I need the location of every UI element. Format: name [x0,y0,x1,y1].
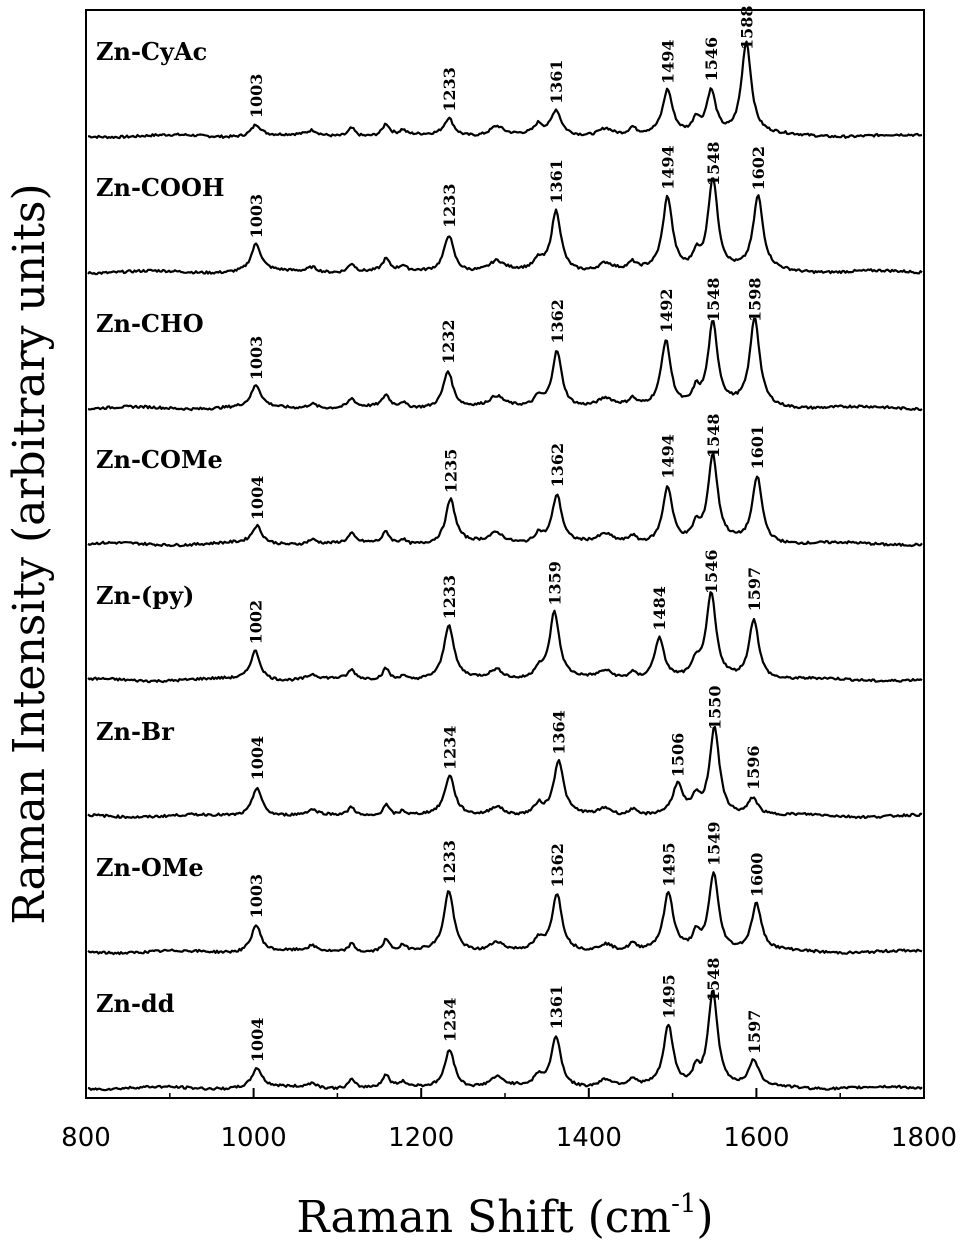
x-tick-label: 1000 [221,1123,287,1153]
x-tick-label: 1800 [891,1123,957,1153]
x-tick-label: 1200 [388,1123,454,1153]
x-tick-label: 1400 [556,1123,622,1153]
peak-label: 1597 [745,1010,764,1055]
peak-label: 1232 [439,319,458,364]
peak-label: 1484 [650,586,669,631]
spectrum-group: Zn-(py) 1002 1233 1359 1484 1546 1597 [87,549,923,684]
peak-label: 1546 [702,549,721,594]
spectrum-group: Zn-Br 1004 1234 1364 1506 1550 1596 [87,685,923,820]
spectrum-line [87,989,923,1092]
spectrum-line [87,725,923,820]
x-axis-label-sup: -1 [671,1189,696,1219]
peak-label: 1494 [659,145,678,190]
sample-label: Zn-CyAc [96,37,207,66]
peak-label: 1364 [550,710,569,755]
spectrum-group: Zn-OMe 1003 1233 1362 1495 1549 1600 [87,821,923,956]
peak-label: 1359 [545,561,564,606]
peak-label: 1235 [442,449,461,494]
peak-label: 1004 [248,1018,267,1063]
sample-label: Zn-OMe [96,853,204,882]
spectrum-group: Zn-dd 1004 1234 1361 1495 1548 1597 [87,957,923,1092]
spectrum-line [87,317,923,412]
peak-label: 1546 [702,37,721,82]
peak-label: 1004 [248,736,267,781]
peak-label: 1548 [704,413,723,458]
sample-label: Zn-(py) [96,581,194,610]
sample-label: Zn-COOH [96,173,225,202]
peak-label: 1588 [737,5,756,50]
peak-label: 1602 [749,146,768,191]
peak-label: 1003 [247,336,266,381]
peak-label: 1549 [705,821,724,866]
peak-label: 1361 [547,159,566,204]
peak-label: 1494 [659,39,678,84]
x-axis-label: Raman Shift (cm-1) [296,1189,713,1243]
peak-label: 1362 [548,443,567,488]
peak-label: 1598 [746,277,765,322]
sample-label: Zn-COMe [96,445,223,474]
peak-label: 1492 [657,288,676,333]
peak-label: 1362 [548,299,567,344]
peak-label: 1362 [548,843,567,888]
sample-label: Zn-CHO [96,309,204,338]
spectrum-group: Zn-CHO 1003 1232 1362 1492 1548 1598 [87,277,923,412]
peak-label: 1548 [704,957,723,1002]
spectra-traces: Zn-CyAc 1003 1233 1361 1494 1546 1588 Zn-COOH 10… [87,5,923,1092]
peak-label: 1601 [748,425,767,470]
x-axis-ticks: 800 1000 1200 1400 1600 1800 [61,1088,957,1153]
peak-label: 1548 [704,141,723,186]
peak-label: 1234 [441,726,460,771]
peak-label: 1004 [248,476,267,521]
spectrum-line [87,871,923,956]
peak-label: 1361 [547,59,566,104]
spectrum-line [88,40,923,140]
peak-label: 1494 [659,434,678,479]
peak-label: 1361 [547,985,566,1030]
spectrum-group: Zn-COOH 1003 1233 1361 1494 1548 1602 [87,141,923,276]
spectrum-line [87,591,923,684]
peak-label: 1550 [706,685,725,730]
peak-label: 1003 [247,874,266,919]
x-tick-label: 1600 [723,1123,789,1153]
sample-label: Zn-dd [96,989,175,1018]
peak-label: 1596 [744,745,763,790]
peak-label: 1495 [659,842,678,887]
peak-label: 1234 [441,998,460,1043]
y-axis-label: Raman Intensity (arbitrary units) [4,183,55,924]
sample-label: Zn-Br [96,717,174,746]
spectrum-group: Zn-COMe 1004 1235 1362 1494 1548 1601 [87,413,923,548]
peak-label: 1003 [247,74,266,119]
peak-label: 1233 [440,67,459,112]
spectrum-line [87,453,923,548]
peak-label: 1233 [440,575,459,620]
peak-label: 1548 [704,277,723,322]
spectrum-group: Zn-CyAc 1003 1233 1361 1494 1546 1588 [88,5,923,140]
peak-label: 1600 [747,853,766,898]
peak-label: 1597 [745,567,764,612]
peak-label: 1003 [247,194,266,239]
peak-label: 1233 [440,840,459,885]
x-axis-label-close: ) [696,1192,713,1243]
peak-label: 1233 [440,183,459,228]
peak-label: 1002 [246,600,265,645]
peak-label: 1495 [659,974,678,1019]
x-tick-label: 800 [61,1123,111,1153]
peak-label: 1506 [669,733,688,778]
spectrum-line [87,177,923,276]
x-axis-label-main: Raman Shift (cm [296,1192,671,1243]
